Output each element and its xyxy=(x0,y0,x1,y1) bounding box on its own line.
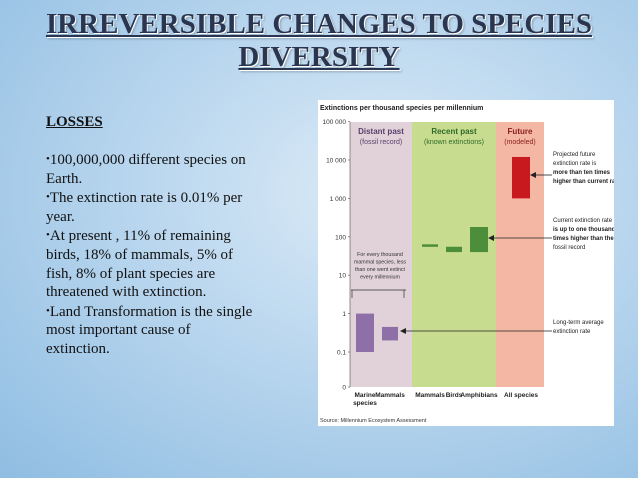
x-category-label: Mammals xyxy=(375,392,405,399)
x-category-label: Birds xyxy=(446,392,463,399)
chart-source: Source: Millennium Ecosystem Assessment xyxy=(320,418,427,424)
annotation-line: fossil record xyxy=(553,245,585,251)
panel-title: Recent past xyxy=(431,127,477,136)
panel-subtitle: (fossil record) xyxy=(360,139,402,146)
x-category-label: Marine xyxy=(355,392,376,399)
bar-mammals xyxy=(382,326,398,341)
bar-marine-species xyxy=(356,313,374,352)
arrow-head-current xyxy=(488,235,494,241)
panel-subtitle: (modeled) xyxy=(504,139,536,146)
losses-heading: LOSSES xyxy=(46,114,103,130)
bar-mammals xyxy=(422,244,438,247)
bar-all-species xyxy=(512,156,530,199)
bar-amphibians xyxy=(470,226,488,253)
bullet-item: Land Transformation is the single most i… xyxy=(46,302,256,359)
annotation-line: Long-term average xyxy=(553,320,604,326)
annotation-line: is up to one thousand xyxy=(553,227,614,233)
chart-title: Extinctions per thousand species per mil… xyxy=(320,105,483,112)
y-tick-label: 10 xyxy=(339,273,347,280)
bullet-item: 100,000,000 different species on Earth. xyxy=(46,150,256,188)
x-category-label: species xyxy=(353,400,377,407)
x-category-label: Amphibians xyxy=(460,392,498,399)
slide-title: IRREVERSIBLE CHANGES TO SPECIES DIVERSIT… xyxy=(0,8,638,74)
bullet-item: At present , 11% of remaining birds, 18%… xyxy=(46,226,256,301)
arrow-head-future xyxy=(530,172,536,178)
annotation-line: times higher than the xyxy=(553,236,614,242)
y-tick-label: 0.1 xyxy=(337,350,346,357)
chart-svg: Extinctions per thousand species per mil… xyxy=(320,105,614,424)
annotation-line: more than ten times xyxy=(553,170,611,176)
arrow-head-average xyxy=(400,328,406,334)
title-line-2: DIVERSITY xyxy=(238,41,400,73)
inside-note-line: mammal species, less xyxy=(354,260,406,266)
y-tick-label: 1 000 xyxy=(330,196,347,203)
inside-note-line: For every thousand xyxy=(357,252,403,258)
annotation-line: higher than current rate xyxy=(553,179,614,185)
panel-subtitle: (known extinctions) xyxy=(424,139,484,146)
bullet-list: 100,000,000 different species on Earth. … xyxy=(46,150,256,359)
annotation-line: Current extinction rate xyxy=(553,218,613,224)
x-category-label: Mammals xyxy=(415,392,445,399)
bullet-item: The extinction rate is 0.01% per year. xyxy=(46,188,256,226)
annotation-line: extinction rate xyxy=(553,329,591,335)
y-tick-label: 100 000 xyxy=(323,119,347,126)
panel-title: Distant past xyxy=(358,127,404,136)
title-line-1: IRREVERSIBLE CHANGES TO SPECIES xyxy=(45,8,593,40)
extinction-chart: Extinctions per thousand species per mil… xyxy=(318,100,614,426)
bar-birds xyxy=(446,246,462,253)
panel-1 xyxy=(412,122,496,387)
y-tick-label: 0 xyxy=(342,385,346,392)
y-tick-label: 100 xyxy=(335,234,346,241)
inside-note-line: than one went extinct xyxy=(355,267,406,273)
annotation-line: Projected future xyxy=(553,152,596,158)
inside-note-line: every millennium xyxy=(360,275,400,281)
x-category-label: All species xyxy=(504,392,538,399)
y-tick-label: 10 000 xyxy=(326,158,346,165)
y-tick-label: 1 xyxy=(342,311,346,318)
annotation-line: extinction rate is xyxy=(553,161,596,167)
panel-title: Future xyxy=(508,127,533,136)
